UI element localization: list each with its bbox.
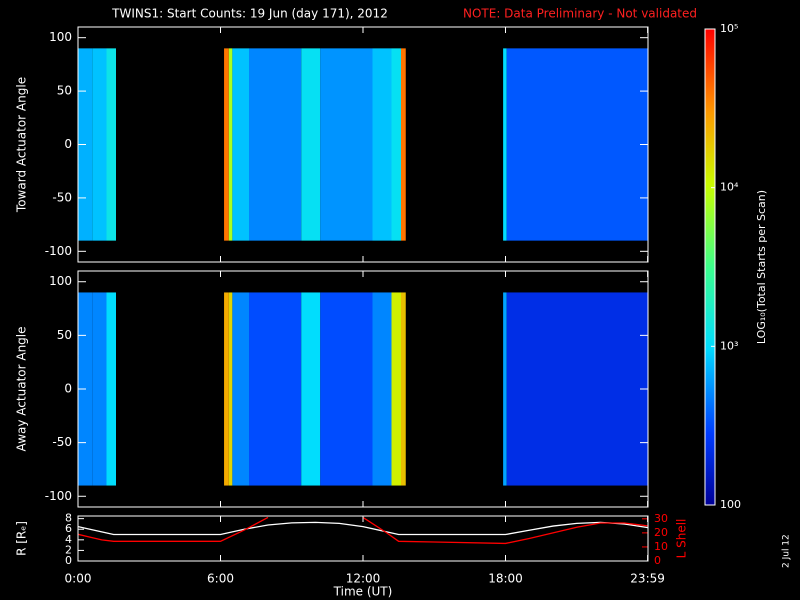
y-tick-label: -50: [52, 435, 72, 449]
legend-label: R [Rₑ]: [15, 521, 29, 556]
heatmap-cell: [503, 48, 507, 241]
heatmap-cell: [401, 48, 406, 241]
x-tick-label: 0:00: [65, 572, 92, 586]
heatmap-cell: [301, 48, 321, 241]
y-tick-label: -100: [45, 244, 72, 258]
plot-frame: [77, 515, 649, 562]
heatmap-cell: [401, 292, 406, 486]
heatmap-cell: [106, 292, 116, 486]
heatmap-cell: [249, 292, 302, 486]
colorbar-tick-label: 10³: [720, 339, 738, 352]
y2-tick-label: 20: [654, 526, 668, 539]
y2-tick-label: 10: [654, 540, 668, 553]
x-tick-label: 23:59: [630, 572, 665, 586]
y-tick-label: 0: [64, 382, 72, 396]
series-line: [78, 516, 648, 545]
y-tick-label: 4: [65, 533, 72, 546]
heatmap-cell: [391, 48, 401, 241]
heatmap-cell: [228, 292, 233, 486]
y-tick-label: 0: [65, 554, 72, 567]
heatmap-cell: [391, 292, 401, 486]
heatmap-cell: [249, 48, 302, 241]
heatmap-cell: [224, 48, 229, 241]
heatmap-cell: [224, 292, 229, 486]
y-tick-label: 50: [57, 84, 72, 98]
colorbar-tick-label: 10⁴: [720, 181, 739, 194]
heatmap-cell: [232, 48, 249, 241]
y-axis-label: Toward Actuator Angle: [15, 77, 29, 213]
date-stamp: 2 Jul 12: [782, 534, 792, 568]
heatmap-cell: [106, 48, 116, 241]
x-tick-label: 18:00: [488, 572, 523, 586]
y-tick-label: 2: [65, 543, 72, 556]
y-axis-label: Away Actuator Angle: [15, 326, 29, 451]
y-tick-label: 50: [57, 328, 72, 342]
colorbar-tick-label: 100: [720, 498, 741, 511]
y-tick-label: 6: [65, 522, 72, 535]
colorbar-label: LOG₁₀(Total Starts per Scan): [755, 190, 768, 344]
note: NOTE: Data Preliminary - Not validated: [463, 7, 697, 21]
y2-tick-label: 0: [654, 554, 661, 567]
heatmap-cell: [301, 292, 321, 486]
heatmap-cell: [503, 292, 507, 486]
x-tick-label: 12:00: [346, 572, 381, 586]
heatmap-cell: [372, 48, 392, 241]
chart-title: TWINS1: Start Counts: 19 Jun (day 171), …: [111, 7, 388, 21]
colorbar: [704, 28, 716, 506]
y-tick-label: -100: [45, 489, 72, 503]
heatmap-cell: [232, 292, 249, 486]
y-tick-label: 8: [65, 512, 72, 525]
heatmap-cell: [506, 48, 648, 241]
heatmap-cell: [320, 48, 373, 241]
heatmap-cell: [92, 292, 107, 486]
series-line: [78, 521, 648, 536]
y-tick-label: -50: [52, 190, 72, 204]
heatmap-cell: [228, 48, 233, 241]
y-tick-label: 100: [49, 274, 72, 288]
heatmap-cell: [506, 292, 648, 486]
legend-label: L Shell: [675, 519, 689, 559]
y-tick-label: 0: [64, 137, 72, 151]
heatmap-cell: [372, 292, 392, 486]
heatmap-cell: [92, 48, 107, 241]
y-tick-label: 100: [49, 30, 72, 44]
x-axis-label: Time (UT): [333, 585, 393, 599]
y2-tick-label: 30: [654, 512, 668, 525]
heatmap-cell: [320, 292, 373, 486]
x-tick-label: 6:00: [207, 572, 234, 586]
colorbar-tick-label: 10⁵: [720, 22, 738, 35]
